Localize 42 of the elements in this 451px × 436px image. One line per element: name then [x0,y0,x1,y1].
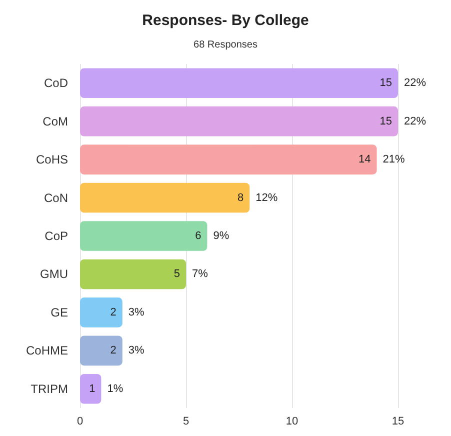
annotation: 21% [382,154,406,166]
data-label: 6 [195,230,202,242]
annotation: 9% [213,230,230,242]
bar [80,106,398,136]
data-label: 14 [358,154,371,166]
annotation: 3% [128,344,145,357]
y-tick-label: GE [50,305,68,320]
bar [80,259,186,290]
annotation: 22% [404,115,426,128]
bar [80,221,208,251]
y-tick-label: CoHS [36,152,68,167]
x-tick-label: 10 [286,416,298,428]
data-label: 2 [110,306,116,318]
x-tick-label: 5 [182,416,190,428]
bar [80,298,122,328]
annotation: 3% [128,306,145,318]
x-tick-label: 15 [392,416,404,428]
bar [80,182,250,213]
y-tick-label: CoHME [26,344,68,358]
data-label: 8 [237,192,244,204]
annotation: 12% [256,192,278,204]
annotation: 7% [192,268,208,280]
chart-subtitle: 68 Responses [194,40,258,50]
chart-title: Responses- By College [142,12,309,29]
data-label: 1 [89,382,96,395]
data-label: 5 [174,268,180,280]
y-tick-label: CoN [44,190,68,205]
y-tick-label: CoP [44,229,68,243]
bar [80,336,122,366]
data-label: 2 [110,344,116,357]
bar [80,68,398,98]
annotation: 22% [404,77,426,90]
x-tick-label: 0 [76,416,84,428]
y-tick-label: GMU [40,267,68,282]
bar [80,144,377,174]
y-tick-label: CoD [44,76,68,90]
annotation: 1% [107,382,124,395]
data-label: 15 [380,115,392,128]
bar [80,374,102,404]
data-label: 15 [380,77,392,90]
y-tick-label: TRIPM [30,382,68,396]
y-tick-label: CoM [42,114,68,128]
